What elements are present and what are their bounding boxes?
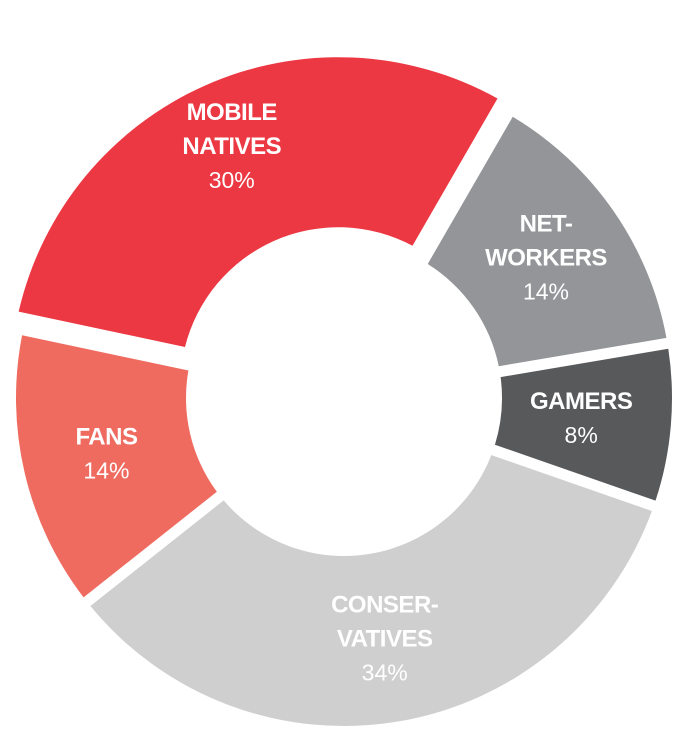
slice-label-conser-vatives: CONSER- VATIVES 34%: [331, 592, 439, 686]
slice-name-mobilenatives: NATIVES: [182, 133, 281, 160]
slice-name-fans: FANS: [75, 424, 138, 451]
slice-name-mobilenatives: MOBILE: [187, 99, 278, 126]
slice-label-fans: FANS 14%: [75, 424, 138, 484]
slice-gamers: [494, 348, 672, 501]
slice-value-conser-vatives: 34%: [362, 660, 408, 686]
slice-conser-vatives: [90, 455, 652, 726]
slice-name-conser-vatives: VATIVES: [337, 626, 433, 653]
slice-label-net-workers: NET- WORKERS 14%: [485, 211, 607, 305]
donut-segments: [16, 57, 672, 726]
slice-value-gamers: 8%: [565, 422, 598, 448]
slice-name-net-workers: NET-: [520, 211, 573, 238]
slice-net-workers: [427, 116, 667, 367]
slice-value-mobilenatives: 30%: [209, 167, 255, 193]
slice-mobilenatives: [18, 57, 498, 348]
slice-label-gamers: GAMERS 8%: [530, 388, 633, 448]
slice-value-fans: 14%: [83, 458, 129, 484]
donut-labels: MOBILE NATIVES 30% NET- WORKERS 14% GAMERS 8% CO…: [75, 99, 633, 686]
slice-value-net-workers: 14%: [523, 279, 569, 305]
slice-name-net-workers: WORKERS: [485, 245, 607, 272]
slice-label-mobilenatives: MOBILE NATIVES 30%: [182, 99, 281, 193]
slice-name-conser-vatives: CONSER-: [331, 592, 439, 619]
slice-fans: [16, 335, 217, 598]
slice-name-gamers: GAMERS: [530, 388, 633, 415]
